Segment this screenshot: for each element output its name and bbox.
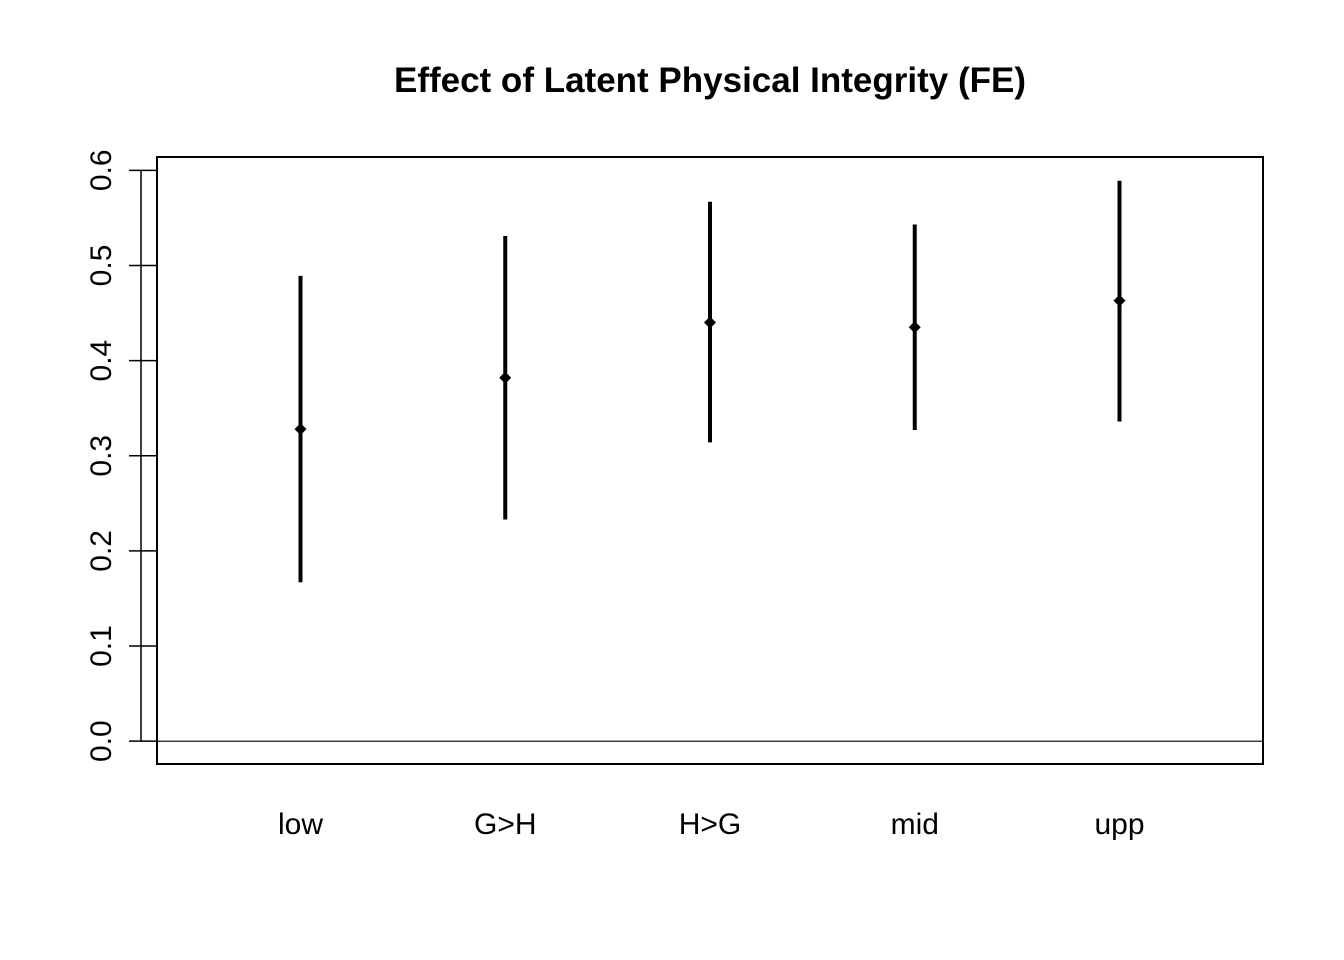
x-category-label: G>H [474,808,537,841]
estimate-point-G>H [499,371,512,384]
y-tick-label: 0.1 [85,625,118,667]
chart-title: Effect of Latent Physical Integrity (FE) [394,61,1026,100]
estimate-point-low [294,423,307,436]
y-tick-label: 0.2 [85,530,118,572]
x-axis-labels: low G>H H>G mid upp [278,808,1145,841]
y-tick-label: 0.6 [85,149,118,191]
estimate-point-upp [1113,294,1126,307]
x-category-label: upp [1094,808,1144,841]
y-axis: 0.0 0.1 0.2 0.3 0.4 0.5 0.6 [85,149,157,762]
x-category-label: H>G [679,808,742,841]
estimate-point-mid [908,321,921,334]
y-tick-label: 0.3 [85,435,118,477]
x-category-label: low [278,808,323,841]
estimate-point-H>G [704,316,716,329]
y-tick-label: 0.5 [85,245,118,287]
x-category-label: mid [891,808,939,841]
y-tick-label: 0.0 [85,720,118,762]
plot-frame [156,156,1264,765]
y-tick-label: 0.4 [85,340,118,382]
interval-series [294,180,1126,583]
